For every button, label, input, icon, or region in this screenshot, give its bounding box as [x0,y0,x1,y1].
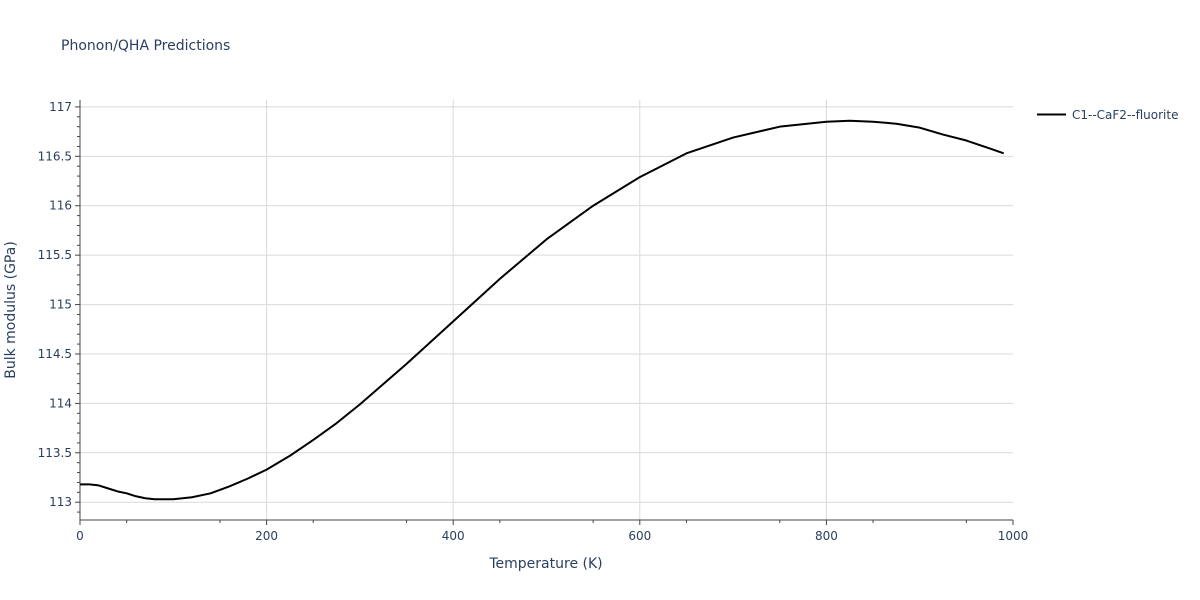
y-tick-label: 115 [49,298,72,312]
legend[interactable]: C1--CaF2--fluorite [1037,108,1178,122]
grid-lines [80,100,1013,520]
y-tick-label: 113.5 [38,446,72,460]
x-axis-ticks: 0 200 400 600 800 1000 [76,520,1028,543]
y-tick-label: 114 [49,396,72,410]
x-tick-label: 0 [76,529,84,543]
series-line [80,119,1005,501]
x-tick-label: 400 [442,529,465,543]
y-tick-label: 115.5 [38,248,72,262]
series-layer [80,119,1005,501]
y-tick-label: 117 [49,100,72,114]
y-tick-label: 113 [49,495,72,509]
x-tick-label: 800 [815,529,838,543]
chart-title: Phonon/QHA Predictions [61,38,230,54]
legend-label: C1--CaF2--fluorite [1072,108,1178,122]
y-tick-label: 114.5 [38,347,72,361]
y-tick-label: 116.5 [38,149,72,163]
x-axis-title: Temperature (K) [488,556,602,572]
y-axis-title: Bulk modulus (GPa) [3,241,19,379]
x-tick-label: 200 [255,529,278,543]
x-tick-label: 1000 [998,529,1029,543]
y-axis-ticks: 113 113.5 114 114.5 115 115.5 116 116.5 117 [38,100,80,509]
x-tick-label: 600 [628,529,651,543]
y-tick-label: 116 [49,199,72,213]
